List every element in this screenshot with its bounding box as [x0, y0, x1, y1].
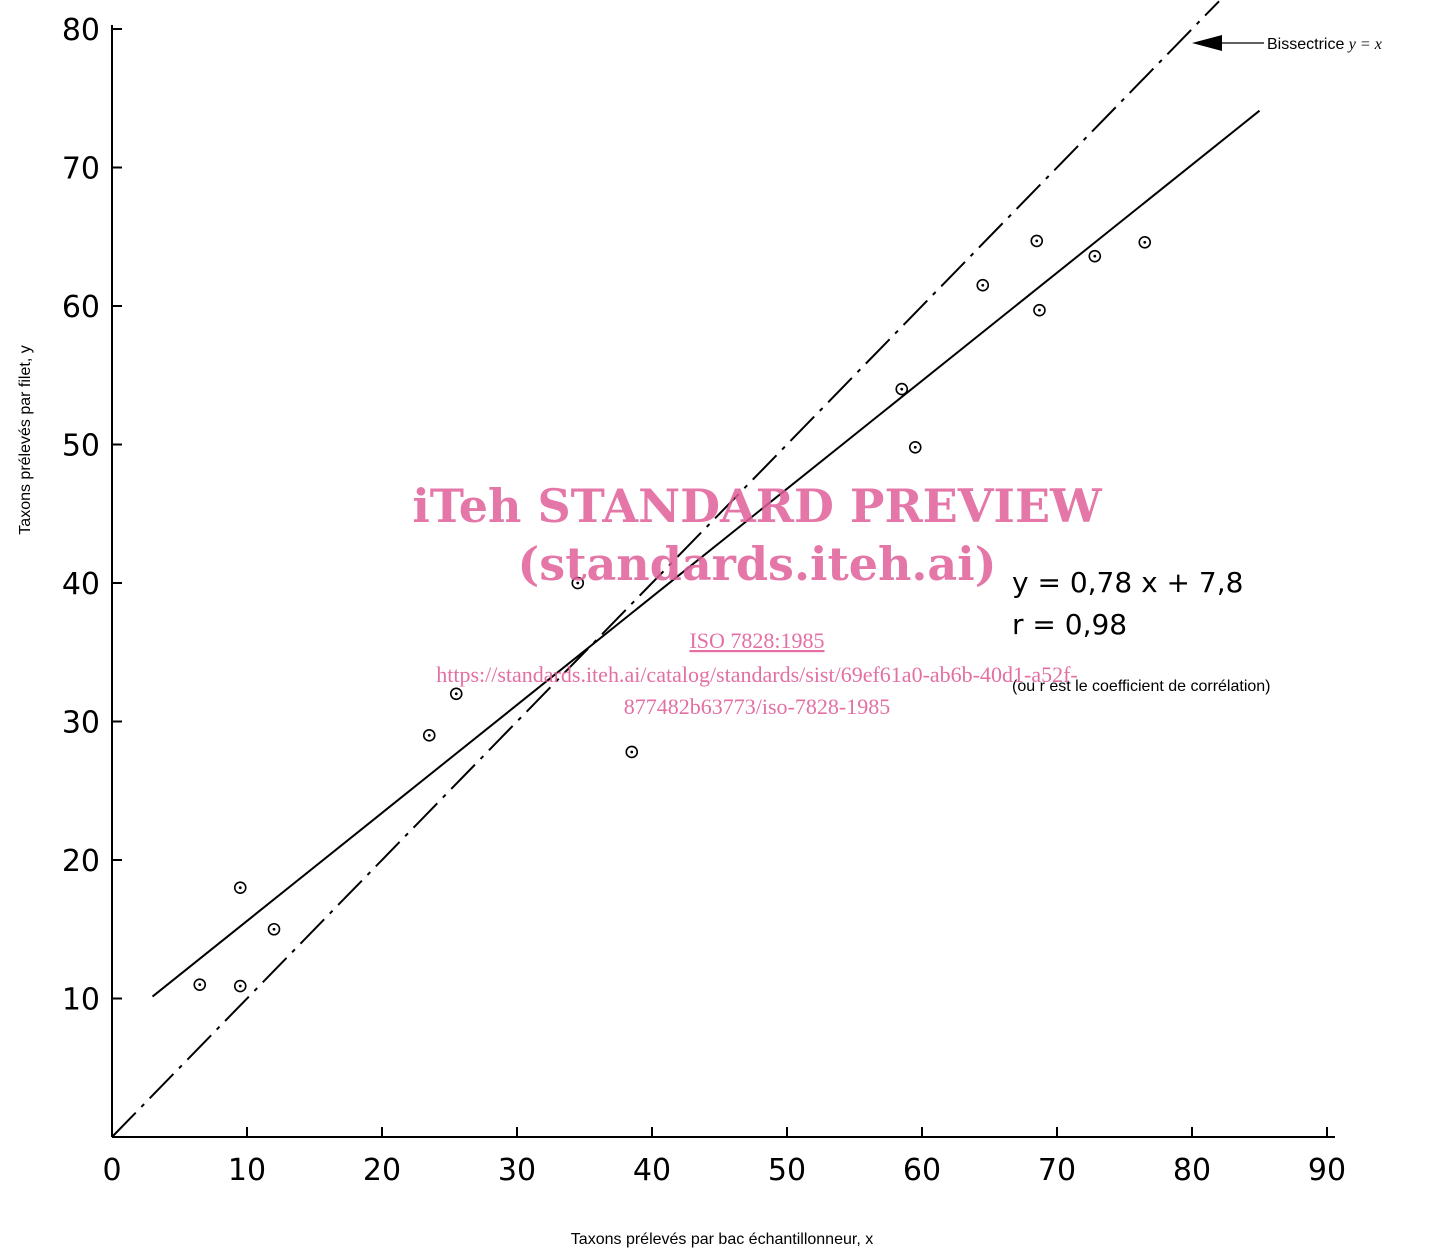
x-tick-label: 60 [903, 1153, 941, 1188]
data-point-center [427, 733, 431, 737]
x-axis-title: Taxons prélevés par bac échantillonneur,… [571, 1231, 873, 1248]
data-point-center [454, 692, 458, 696]
y-tick-label: 40 [62, 567, 100, 602]
watermark-standard: ISO 7828:1985 [689, 628, 824, 653]
data-point-center [1038, 308, 1041, 312]
correlation-value: r = 0,98 [1012, 608, 1127, 641]
x-tick-label: 70 [1038, 1153, 1076, 1188]
y-tick-label: 10 [62, 983, 100, 1018]
y-tick-label: 50 [62, 429, 100, 464]
watermark-url-1: https://standards.iteh.ai/catalog/standa… [436, 662, 1078, 687]
data-point-center [1035, 239, 1039, 243]
data-point-center [900, 387, 904, 391]
data-point-center [576, 581, 580, 585]
x-tick-label: 50 [768, 1153, 806, 1188]
watermark: iTeh STANDARD PREVIEW (standards.iteh.ai… [412, 479, 1103, 719]
y-tick-label: 60 [62, 290, 100, 325]
y-axis-title: Taxons prélevés par filet, y [17, 345, 34, 534]
regression-line [151, 109, 1261, 998]
data-points [193, 234, 1152, 993]
data-point-center [1143, 240, 1147, 244]
arrow-head-icon [1192, 35, 1222, 51]
y-tick-label: 20 [62, 844, 100, 879]
watermark-title: iTeh STANDARD PREVIEW [412, 479, 1103, 533]
bisector-label: Bissectrice y = x [1267, 36, 1382, 53]
watermark-site: (standards.iteh.ai) [518, 537, 997, 591]
y-tick-label: 80 [62, 13, 100, 48]
watermark-url-2: 877482b63773/iso-7828-1985 [624, 694, 890, 719]
data-point-center [1093, 254, 1097, 258]
data-point-center [913, 445, 917, 449]
x-tick-label: 80 [1173, 1153, 1211, 1188]
x-tick-label: 10 [228, 1153, 266, 1188]
data-point-center [238, 886, 242, 890]
data-point-center [198, 983, 202, 987]
data-point-center [238, 984, 242, 988]
data-point-center [272, 927, 276, 931]
y-tick-label: 70 [62, 152, 100, 187]
x-tick-label: 0 [102, 1153, 121, 1188]
fit-lines [111, 0, 1261, 1138]
axes: 0 10 20 30 40 50 60 70 80 90 10 20 30 40 50 60 70 80 [62, 13, 1346, 1188]
x-tick-label: 40 [633, 1153, 671, 1188]
x-tick-label: 90 [1308, 1153, 1346, 1188]
data-point-center [630, 750, 634, 754]
x-tick-label: 30 [498, 1153, 536, 1188]
bisector-line [111, 0, 1220, 1138]
regression-equation: y = 0,78 x + 7,8 [1012, 566, 1243, 599]
data-point-center [981, 283, 985, 287]
bisector-annotation: Bissectrice y = x [1192, 35, 1382, 53]
y-tick-label: 30 [62, 706, 100, 741]
correlation-note: (ou r est le coefficient de corrélation) [1012, 678, 1271, 695]
x-tick-label: 20 [363, 1153, 401, 1188]
